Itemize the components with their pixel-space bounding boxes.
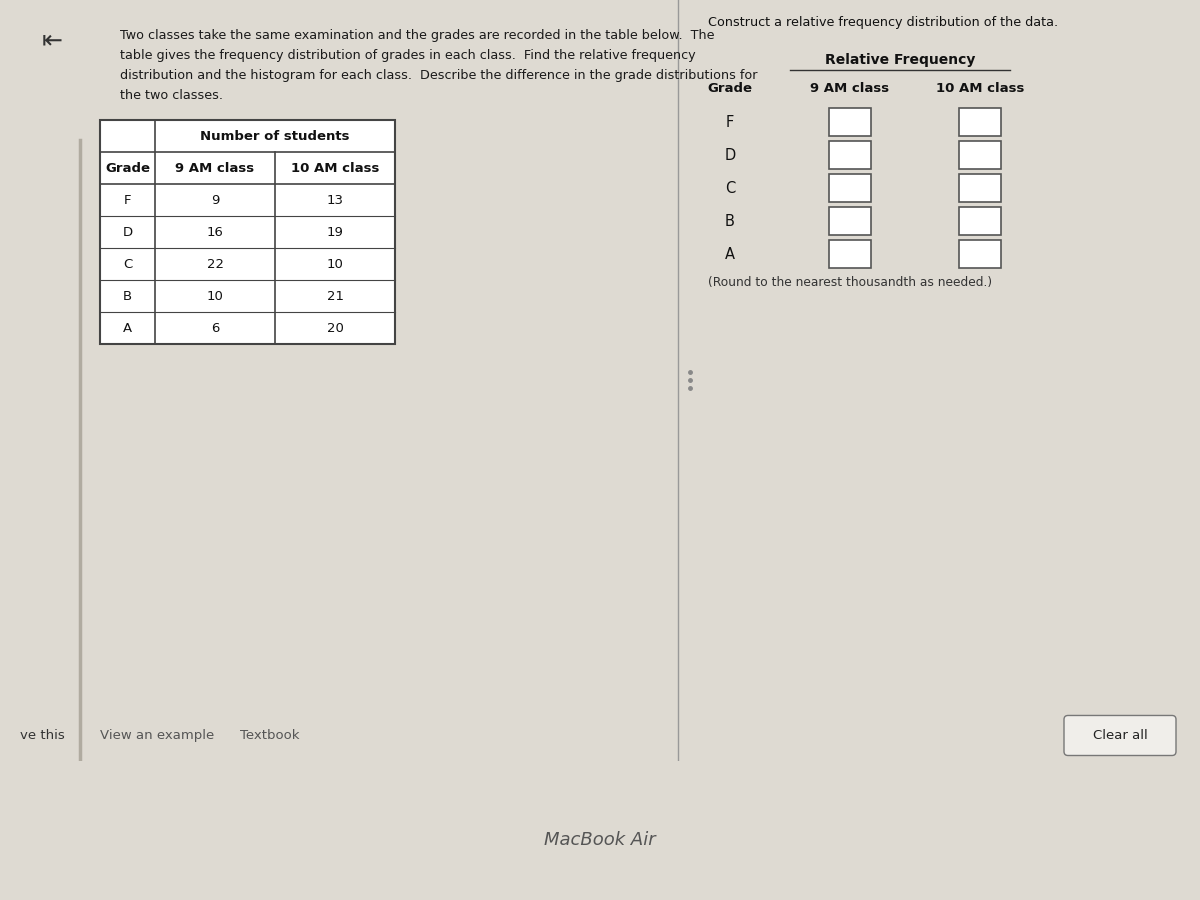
Text: 10 AM class: 10 AM class [936, 82, 1024, 94]
Text: Grade: Grade [708, 82, 752, 94]
Text: Clear all: Clear all [1093, 729, 1147, 742]
Bar [959, 174, 1001, 203]
Bar [829, 174, 871, 203]
Text: F: F [124, 194, 131, 207]
Bar [100, 120, 395, 344]
Bar [959, 141, 1001, 169]
Text: table gives the frequency distribution of grades in each class.  Find the relati: table gives the frequency distribution o… [120, 49, 696, 61]
Text: (Round to the nearest thousandth as needed.): (Round to the nearest thousandth as need… [708, 275, 992, 289]
Text: 21: 21 [326, 290, 343, 302]
Text: A: A [122, 321, 132, 335]
Bar [829, 141, 871, 169]
Text: C: C [725, 181, 736, 195]
Text: 9 AM class: 9 AM class [175, 162, 254, 175]
Text: Number of students: Number of students [200, 130, 349, 142]
Text: D: D [725, 148, 736, 163]
Text: View an example: View an example [100, 729, 215, 742]
FancyBboxPatch shape [1064, 716, 1176, 755]
Text: 20: 20 [326, 321, 343, 335]
Text: F: F [726, 114, 734, 130]
Text: 10: 10 [206, 290, 223, 302]
Text: distribution and the histogram for each class.  Describe the difference in the g: distribution and the histogram for each … [120, 68, 757, 82]
Text: Two classes take the same examination and the grades are recorded in the table b: Two classes take the same examination an… [120, 29, 714, 41]
Text: 22: 22 [206, 257, 223, 271]
Bar [959, 240, 1001, 268]
Text: Construct a relative frequency distribution of the data.: Construct a relative frequency distribut… [708, 15, 1058, 29]
Text: 10 AM class: 10 AM class [290, 162, 379, 175]
Text: MacBook Air: MacBook Air [544, 832, 656, 850]
Text: B: B [122, 290, 132, 302]
Text: B: B [725, 213, 734, 229]
Text: 6: 6 [211, 321, 220, 335]
Text: Textbook: Textbook [240, 729, 300, 742]
Bar [829, 240, 871, 268]
Text: 9: 9 [211, 194, 220, 207]
Bar [829, 108, 871, 136]
Text: ve this: ve this [20, 729, 65, 742]
Text: D: D [122, 226, 132, 239]
Text: 16: 16 [206, 226, 223, 239]
Text: Relative Frequency: Relative Frequency [824, 53, 976, 67]
Bar [829, 207, 871, 235]
Bar [959, 207, 1001, 235]
Text: 10: 10 [326, 257, 343, 271]
Bar [959, 108, 1001, 136]
Text: Grade: Grade [106, 162, 150, 175]
Text: A: A [725, 247, 734, 262]
Bar [100, 120, 395, 344]
Text: 9 AM class: 9 AM class [810, 82, 889, 94]
Text: C: C [122, 257, 132, 271]
Text: 13: 13 [326, 194, 343, 207]
Text: the two classes.: the two classes. [120, 88, 223, 102]
Text: 19: 19 [326, 226, 343, 239]
Text: ⇤: ⇤ [42, 28, 62, 52]
